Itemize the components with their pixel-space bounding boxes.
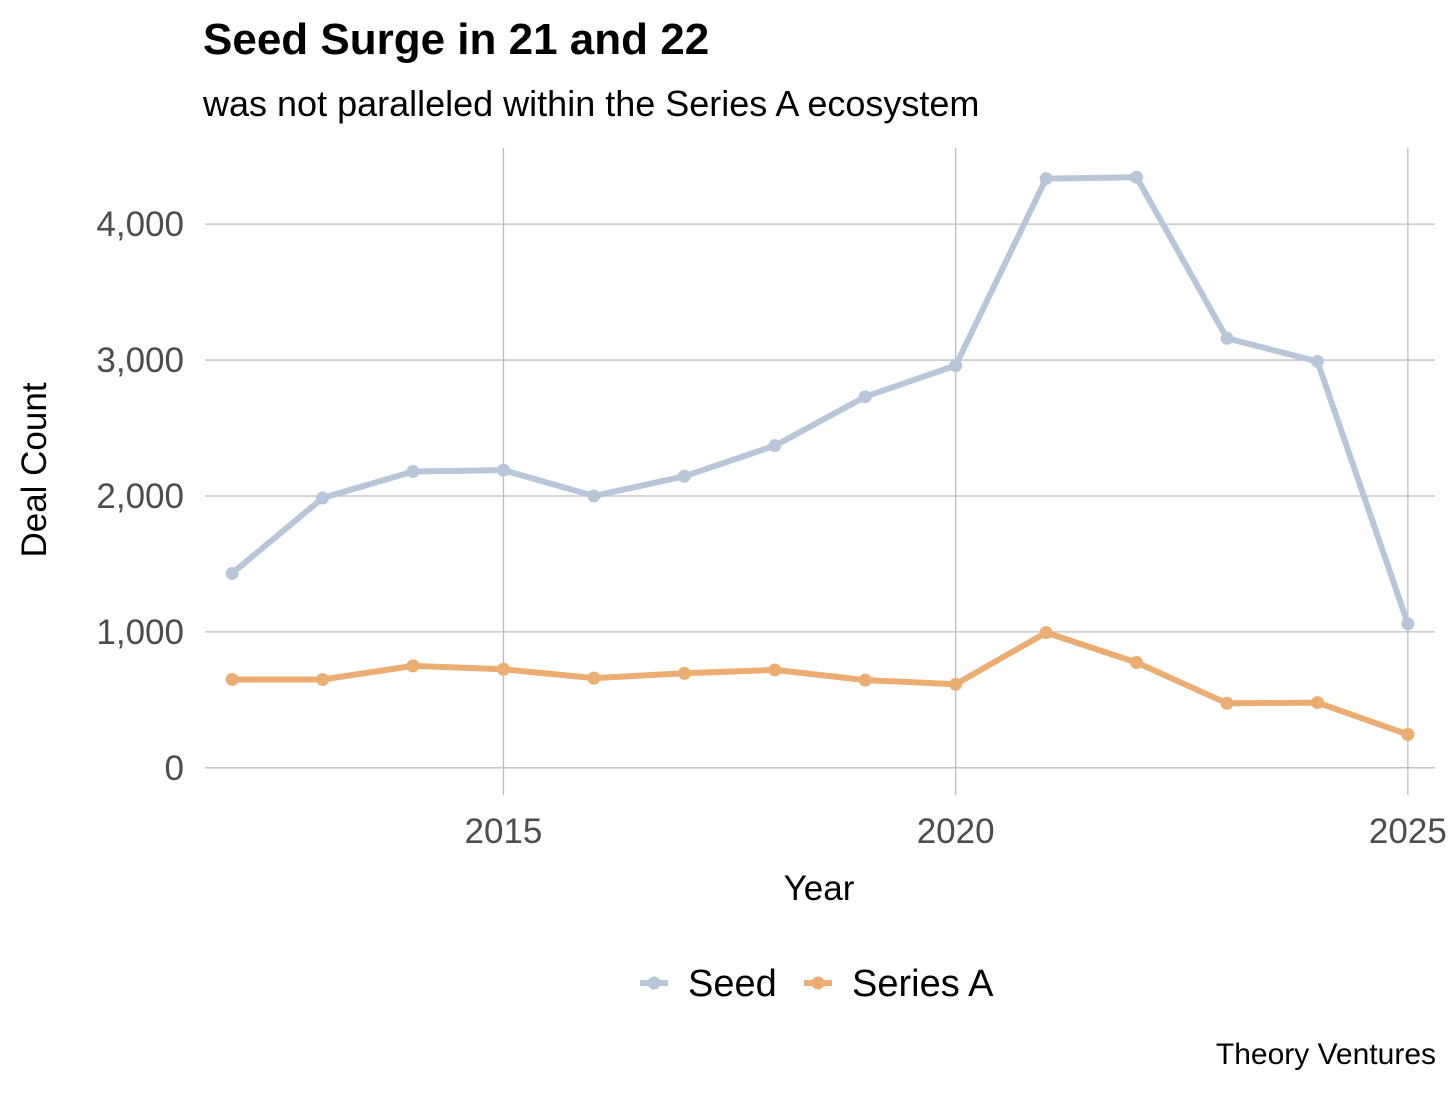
data-point-series-a [1130,655,1144,669]
legend-key-point-seed [647,976,661,990]
legend: Seed Series A [640,963,994,1005]
chart-caption: Theory Ventures [1216,1038,1436,1071]
y-tick-label: 2,000 [96,477,184,516]
series-seed [225,170,1415,631]
data-point-series-a [316,672,330,686]
data-point-seed [496,463,510,477]
data-point-seed [316,491,330,505]
data-point-seed [677,469,691,483]
y-axis-ticks: 0 1,000 2,000 3,000 4,000 [96,205,184,788]
x-axis-title: Year [784,869,855,908]
y-tick-label: 3,000 [96,341,184,380]
y-axis-title: Deal Count [15,382,54,557]
data-point-seed [1130,170,1144,184]
data-point-series-a [1401,728,1415,742]
data-point-series-a [496,662,510,676]
data-point-series-a [406,659,420,673]
data-point-seed [587,489,601,503]
data-point-seed [1310,354,1324,368]
data-point-series-a [1310,696,1324,710]
x-tick-label: 2025 [1369,812,1447,851]
y-tick-label: 4,000 [96,205,184,244]
legend-key-point-series-a [811,976,825,990]
data-point-series-a [225,672,239,686]
x-tick-label: 2015 [465,812,543,851]
series-line-seed [229,174,1411,627]
series-lines [225,170,1415,742]
series-series-a [225,626,1415,742]
legend-label-seed: Seed [688,963,777,1005]
chart-title: Seed Surge in 21 and 22 [203,15,709,64]
chart-subtitle: was not paralleled within the Series A e… [202,83,979,124]
data-point-series-a [1220,696,1234,710]
data-point-series-a [587,671,601,685]
y-tick-label: 0 [165,749,184,788]
data-point-seed [1039,172,1053,186]
legend-label-series-a: Series A [852,963,994,1005]
series-line-series-a [229,629,1411,738]
data-point-seed [858,390,872,404]
data-point-series-a [1039,626,1053,640]
data-point-seed [949,358,963,372]
data-point-seed [1220,331,1234,345]
data-point-series-a [949,677,963,691]
y-tick-label: 1,000 [96,613,184,652]
legend-item-series-a: Series A [804,963,994,1005]
data-point-series-a [858,673,872,687]
x-tick-label: 2020 [917,812,995,851]
data-point-seed [406,465,420,478]
x-axis-ticks: 2015 2020 2025 [465,812,1447,851]
data-point-seed [225,566,239,580]
grid-lines [205,148,1435,795]
legend-item-seed: Seed [640,963,777,1005]
data-point-series-a [677,666,691,680]
data-point-series-a [768,663,782,677]
data-point-seed [768,439,782,453]
data-point-seed [1401,617,1415,631]
